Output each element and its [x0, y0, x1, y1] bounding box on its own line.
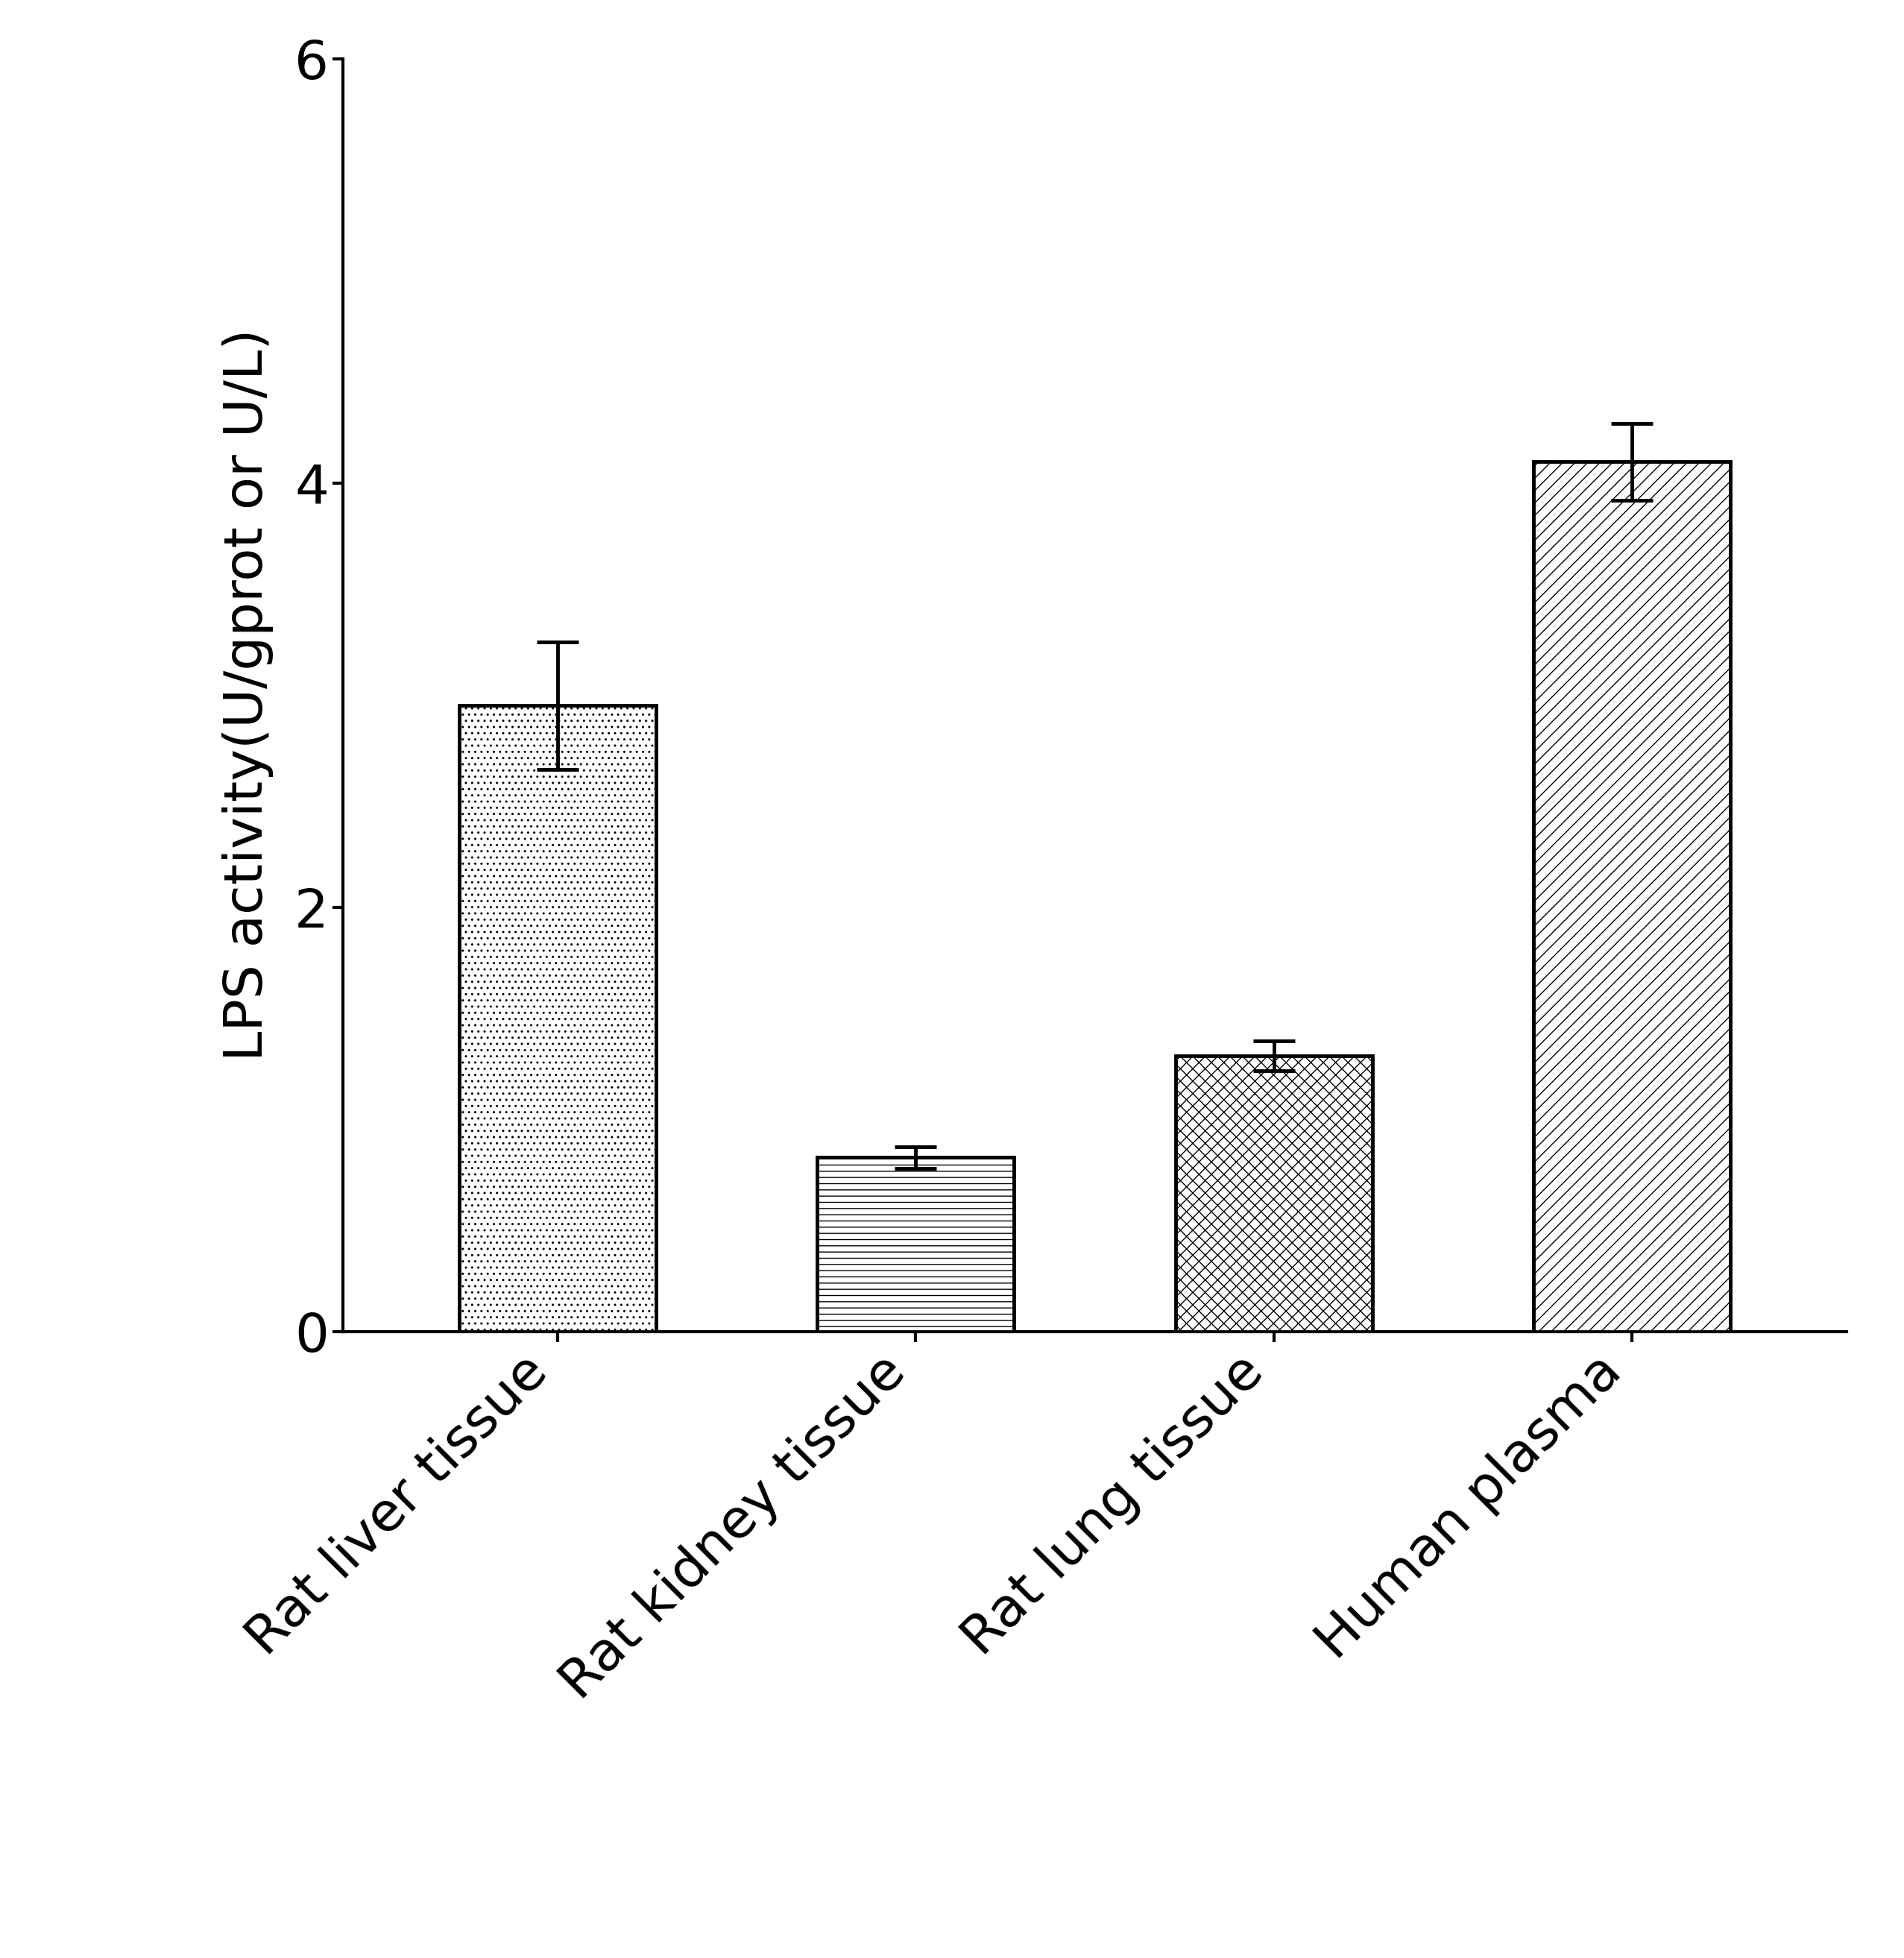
Y-axis label: LPS activity(U/gprot or U/L): LPS activity(U/gprot or U/L): [223, 329, 274, 1061]
Bar: [459, 705, 657, 1331]
Bar: [1533, 462, 1731, 1331]
Bar: [817, 1157, 1015, 1331]
Bar: [1175, 1055, 1373, 1331]
